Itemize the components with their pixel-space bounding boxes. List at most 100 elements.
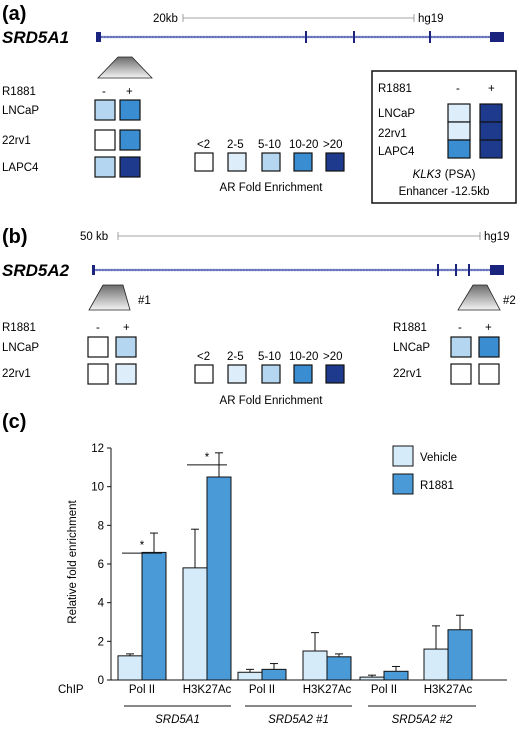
bar <box>423 648 449 681</box>
fold-cell <box>119 156 141 178</box>
legend-label: 5-10 <box>258 139 281 151</box>
legend-swatch-vehicle <box>392 445 414 467</box>
legend-swatch <box>261 364 281 384</box>
significance-star: * <box>140 540 145 552</box>
panel-a-gene-name: SRD5A1 <box>2 28 69 47</box>
legend-label: <2 <box>197 351 210 363</box>
group-label: SRD5A2 #1 <box>268 714 329 726</box>
panel-b-label: (b) <box>2 226 28 248</box>
bar <box>447 629 473 681</box>
panel-b-site1-label: #1 <box>138 295 151 307</box>
klk3-inset: R1881 - + LNCaP 22rv1 LAPC4 KLK3 (PSA) En… <box>371 70 517 204</box>
fold-cell <box>87 363 109 385</box>
panel-a-row-label: LAPC4 <box>2 162 39 174</box>
y-tick-label: 0 <box>98 675 104 687</box>
bar <box>237 671 263 681</box>
panel-a-scale-bar: 20kb hg19 <box>153 13 444 25</box>
group-label: SRD5A1 <box>155 714 200 726</box>
bar <box>117 655 143 681</box>
bar <box>141 551 167 681</box>
panel-b-fold-legend: <2 2-5 5-10 10-20 >20 AR Fold Enrichment <box>194 351 345 407</box>
fold-cell <box>94 156 116 178</box>
bar <box>383 670 409 681</box>
legend-swatch <box>293 152 313 172</box>
x-axis-categories: Pol II H3K27Ac Pol II H3K27Ac Pol II H3K27Ac <box>129 684 473 696</box>
panel-c-label: (c) <box>2 411 26 433</box>
panel-b-site2-treatment-label: R1881 <box>393 322 427 334</box>
fold-cell <box>94 99 116 121</box>
fold-cell <box>115 363 137 385</box>
fold-cell <box>115 336 137 358</box>
legend-swatch <box>194 364 214 384</box>
legend-swatch <box>325 152 345 172</box>
panel-b-site2-plus: + <box>485 322 492 334</box>
panel-a-row-label: LNCaP <box>2 105 39 117</box>
panel-a-header: R1881 - + <box>2 86 133 98</box>
legend-swatch <box>293 364 313 384</box>
chip-label: ChIP <box>58 684 84 696</box>
legend-swatch-r1881 <box>392 473 414 495</box>
bar <box>261 668 287 681</box>
panel-b-site2-row-label: LNCaP <box>393 342 430 354</box>
panel-b-row-label: LNCaP <box>2 342 39 354</box>
inset-row-label: LAPC4 <box>378 146 415 158</box>
fold-cell <box>450 363 472 385</box>
fold-cell <box>478 336 500 358</box>
gene-groups: SRD5A1 SRD5A2 #1 SRD5A2 #2 <box>124 705 476 726</box>
bar <box>302 650 328 681</box>
bar <box>182 567 208 681</box>
legend-label: >20 <box>323 351 343 363</box>
fold-cell <box>450 336 472 358</box>
panel-a-scale-label: 20kb <box>153 13 178 25</box>
y-axis-label: Relative fold enrichment <box>67 500 79 624</box>
legend-label-r1881: R1881 <box>420 480 454 492</box>
bar <box>359 676 385 681</box>
panel-b-site2-label: #2 <box>503 295 516 307</box>
fold-cell <box>94 129 116 151</box>
inset-enhancer-caption: Enhancer -12.5kb <box>399 186 490 198</box>
inset-gene-caption: KLK3 (PSA) <box>413 169 476 181</box>
legend-label: >20 <box>323 139 343 151</box>
panel-b-row-label: 22rv1 <box>2 368 31 380</box>
inset-plus: + <box>488 83 495 95</box>
bar <box>206 476 232 681</box>
x-category-label: H3K27Ac <box>424 684 473 696</box>
panel-a-treatment-label: R1881 <box>2 86 36 98</box>
panel-b-zoom-site1 <box>88 284 131 311</box>
fold-cell <box>478 363 500 385</box>
fold-cell <box>479 139 503 159</box>
bars: ** <box>117 452 473 681</box>
legend-swatch <box>261 152 281 172</box>
legend-label: 2-5 <box>227 351 244 363</box>
fold-cell <box>119 99 141 121</box>
legend-label: 2-5 <box>227 139 244 151</box>
legend-swatch <box>227 364 247 384</box>
legend-label: <2 <box>197 139 210 151</box>
y-tick-label: 8 <box>98 520 104 532</box>
panel-b-site2-heatmap: R1881 - + LNCaP 22rv1 <box>393 322 500 385</box>
panel-b-treatment-label: R1881 <box>2 322 36 334</box>
x-category-label: Pol II <box>129 684 155 696</box>
fold-cell <box>479 121 503 141</box>
fold-cell <box>87 336 109 358</box>
panel-b-zoom-site2 <box>457 284 501 311</box>
y-tick-label: 10 <box>91 482 104 494</box>
panel-b-gene-track <box>92 264 504 276</box>
legend-swatch <box>194 152 214 172</box>
panel-b-minus: - <box>96 322 100 334</box>
panel-b-site2-row-label: 22rv1 <box>393 368 422 380</box>
legend-label-vehicle: Vehicle <box>420 452 457 464</box>
x-category-label: Pol II <box>249 684 275 696</box>
panel-b-site1-heatmap: R1881 - + LNCaP 22rv1 <box>2 322 137 385</box>
fold-cell <box>447 121 471 141</box>
panel-b-scale-bar: 50 kb hg19 <box>80 231 510 243</box>
panel-a-zoom-trapezoid <box>97 56 153 79</box>
panel-b-gene-name: SRD5A2 <box>2 261 70 280</box>
inset-row-label: LNCaP <box>378 108 415 120</box>
y-tick-label: 6 <box>98 559 104 571</box>
legend-label: 10-20 <box>289 351 318 363</box>
panel-b-plus: + <box>123 322 130 334</box>
panel-a-minus: - <box>102 86 106 98</box>
